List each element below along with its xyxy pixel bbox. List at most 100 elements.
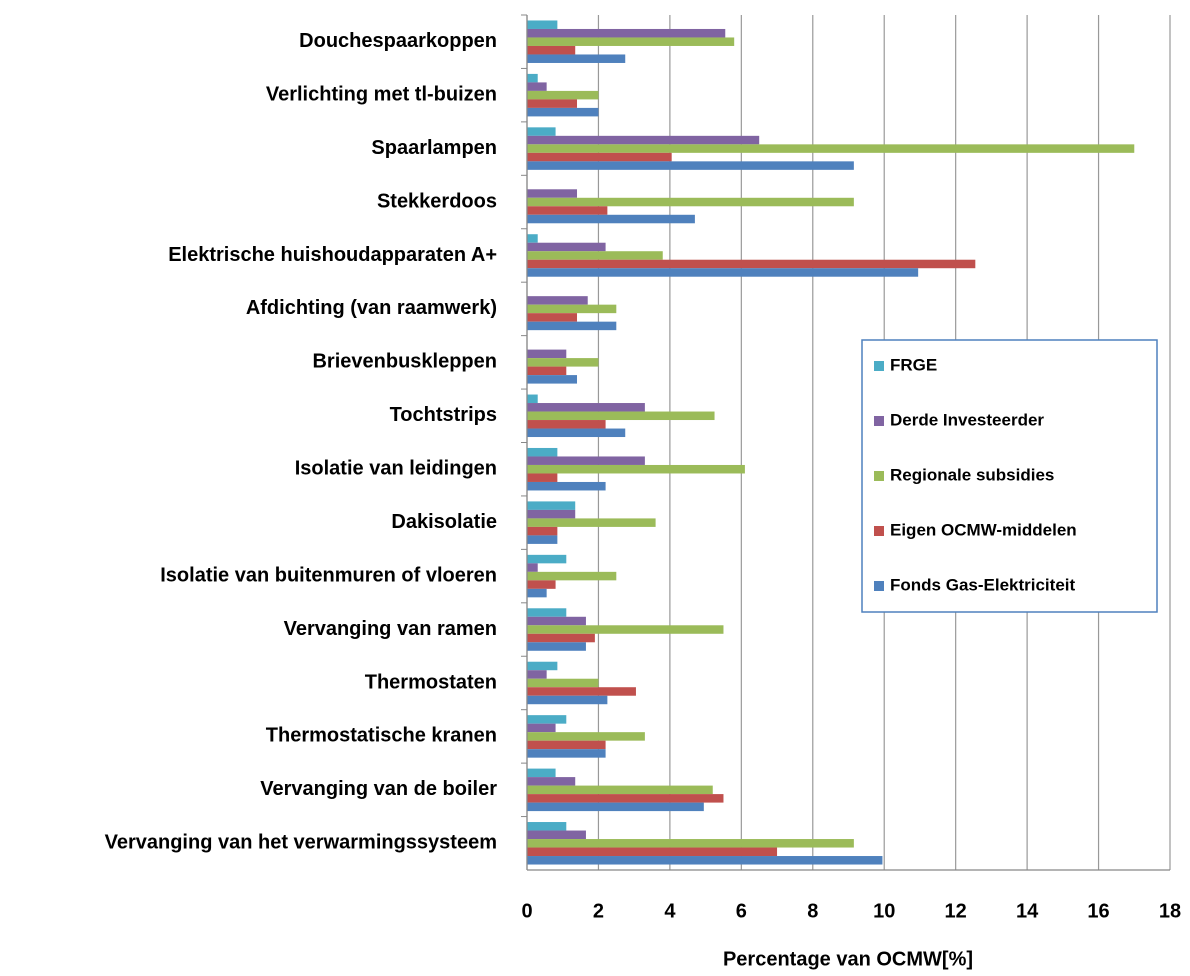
y-tick-label: Thermostatische kranen [266,725,497,747]
bar [527,251,663,260]
x-tick-label: 12 [945,900,967,922]
bar [527,107,599,117]
bar [527,259,976,269]
bar [527,45,576,55]
bar [527,197,854,207]
bar [527,189,578,198]
bar [527,394,538,404]
legend-label: Fonds Gas-Elektriciteit [890,575,1075,594]
y-tick-label: Vervanging van ramen [284,618,497,640]
bar [527,54,626,63]
bar [527,403,645,412]
bar [527,571,617,581]
x-tick-label: 0 [521,900,532,922]
bar [527,580,556,589]
bar [527,740,606,750]
legend-label: Derde Investeerder [890,410,1044,429]
bar [527,366,567,376]
legend-label: Eigen OCMW-middelen [890,520,1077,539]
x-tick-label: 18 [1159,900,1181,922]
bar [527,839,854,848]
y-tick-label: Isolatie van leidingen [295,458,497,480]
bar [527,678,599,688]
y-tick-label: Thermostaten [365,671,497,693]
bar [527,127,556,136]
bar [527,661,558,671]
y-tick-label: Stekkerdoos [377,190,497,212]
x-tick-label: 4 [664,900,676,922]
bar [527,82,547,91]
y-tick-label: Afdichting (van raamwerk) [246,297,497,319]
bar [527,563,538,572]
bar [527,135,760,145]
bar [527,554,567,564]
bar [527,304,617,314]
bar [527,375,578,384]
y-tick-label: Elektrische huishoudapparaten A+ [168,244,497,266]
bar [527,847,778,857]
x-tick-label: 14 [1016,900,1039,922]
y-tick-label: Brievenbuskleppen [312,351,497,373]
legend-swatch [874,361,884,371]
bar [527,687,636,696]
x-tick-label: 8 [807,900,818,922]
x-tick-label: 10 [873,900,895,922]
legend-box [861,339,1158,613]
bar [527,509,576,519]
bar [527,723,556,733]
legend-swatch [874,581,884,591]
bar [527,732,645,741]
bar [527,518,656,527]
bar [527,242,606,252]
bar [527,794,724,803]
bar [527,822,567,831]
bar [527,411,715,421]
bar [527,214,695,224]
x-tick-label: 16 [1087,900,1109,922]
y-tick-label: Vervanging van de boiler [260,778,497,800]
bar [527,535,558,544]
legend-label: FRGE [890,355,937,374]
bar [527,526,558,536]
bar [527,802,704,812]
bar [527,420,606,429]
bar [527,777,576,786]
bar [527,749,606,758]
bar [527,473,558,482]
y-tick-label: Spaarlampen [371,137,497,159]
bar [527,152,672,162]
bar [527,588,547,598]
bar [527,481,606,491]
bar [527,830,586,840]
y-tick-label: Tochtstrips [390,404,497,426]
bar [527,625,724,634]
bar [527,447,558,457]
x-tick-label: 2 [593,900,604,922]
bar [527,99,578,108]
bar [527,785,713,795]
bar [527,28,726,38]
x-tick-label: 6 [736,900,747,922]
bar [527,144,1135,153]
bar [527,768,556,778]
bar [527,90,599,100]
y-tick-label: Dakisolatie [391,511,497,533]
y-tick-label: Douchespaarkoppen [299,30,497,52]
bar [527,642,586,651]
bar [527,358,599,367]
bar [527,695,608,705]
legend-swatch [874,471,884,481]
bar [527,670,547,679]
bar [527,73,538,83]
bar [527,616,586,626]
bar [527,464,745,474]
legend-swatch [874,526,884,536]
bar [527,608,567,617]
bar [527,633,595,643]
bar [527,349,567,359]
bar [527,20,558,29]
bar [527,715,567,724]
bar [527,296,588,305]
bar [527,501,576,510]
